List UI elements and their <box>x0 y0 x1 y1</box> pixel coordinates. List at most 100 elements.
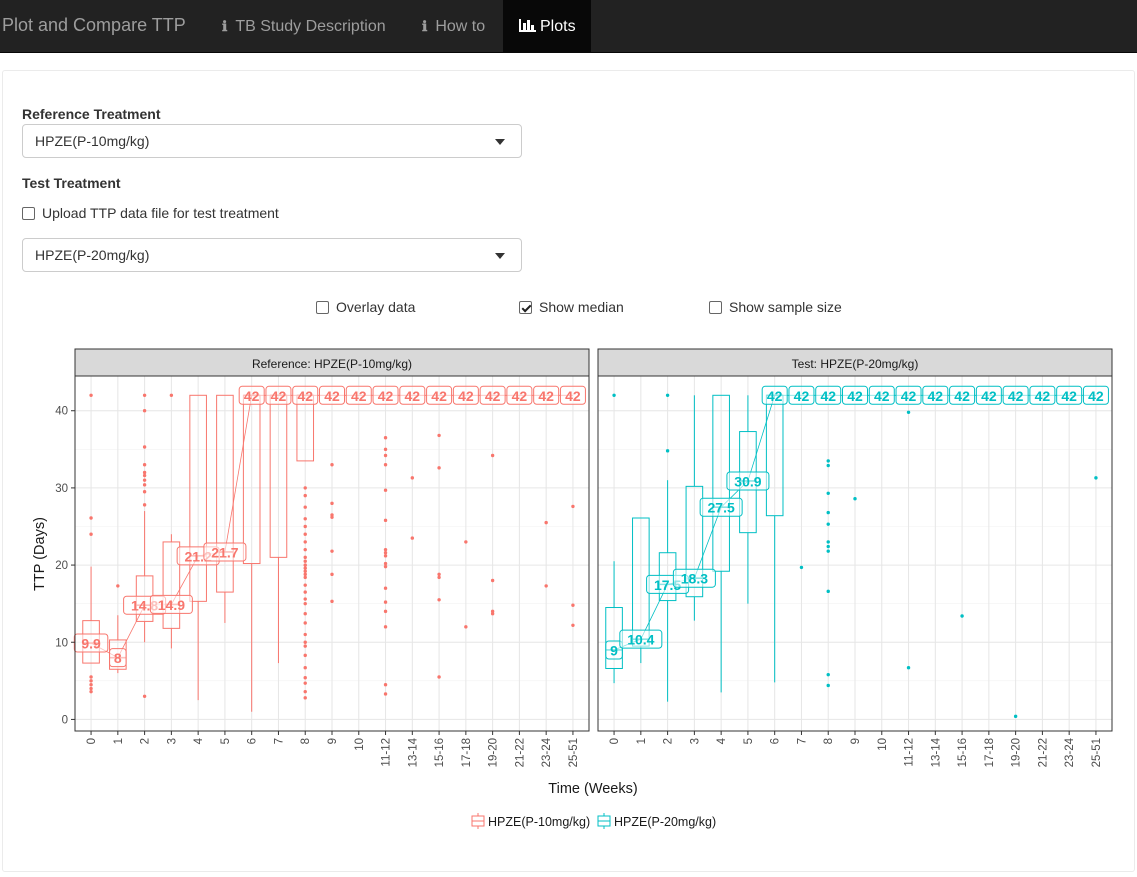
outlier-point <box>89 675 93 679</box>
outlier-point <box>410 476 415 480</box>
outlier-point <box>89 682 93 687</box>
show-sample-size-checkbox[interactable]: Show sample size <box>709 299 842 315</box>
x-tick-label: 23-24 <box>541 737 553 767</box>
x-tick-label: 17-18 <box>461 738 473 767</box>
median-label: 14.9 <box>158 597 185 613</box>
median-label-box <box>506 385 533 405</box>
outlier-point <box>383 488 388 492</box>
median-label-box <box>605 640 623 660</box>
x-tick-label: 1 <box>113 738 125 744</box>
x-tick-label: 6 <box>247 738 259 744</box>
x-tick-label: 11-12 <box>904 738 916 767</box>
outlier-point <box>303 676 307 680</box>
chevron-down-icon <box>495 139 505 145</box>
outlier-point <box>383 609 388 614</box>
outlier-point <box>303 632 307 637</box>
median-label-box <box>922 385 949 405</box>
outlier-point <box>383 625 388 629</box>
box-body <box>685 485 704 598</box>
outlier-point <box>490 453 495 458</box>
outlier-point <box>330 549 334 553</box>
outlier-point <box>142 463 147 467</box>
x-tick-label: 2 <box>663 738 675 744</box>
box-body <box>296 394 315 462</box>
y-tick-label: 20 <box>55 560 68 572</box>
outlier-point <box>89 516 93 520</box>
median-label-box <box>238 385 265 405</box>
outlier-point <box>142 483 147 487</box>
x-tick-label: 25-51 <box>1091 738 1103 767</box>
outlier-point <box>437 575 441 580</box>
x-tick-label: 6 <box>770 738 782 744</box>
test-treatment-select[interactable]: HPZE(P-20mg/kg) <box>22 238 522 272</box>
x-tick-label: 25-51 <box>568 738 580 767</box>
outlier-point <box>116 584 120 588</box>
outlier-point <box>303 640 307 644</box>
checkbox-box[interactable] <box>519 301 532 314</box>
outlier-point <box>383 692 388 696</box>
show-sample-size-label: Show sample size <box>729 299 842 315</box>
outlier-point <box>826 491 830 496</box>
legend-label: HPZE(P-10mg/kg) <box>488 815 590 829</box>
reference-treatment-select[interactable]: HPZE(P-10mg/kg) <box>22 124 522 158</box>
checkbox-box[interactable] <box>22 207 35 220</box>
tab-label: TB Study Description <box>235 18 386 35</box>
outlier-point <box>330 463 334 467</box>
outlier-point <box>826 459 830 463</box>
median-label-box <box>842 385 868 405</box>
outlier-point <box>571 623 575 627</box>
outlier-point <box>303 517 307 521</box>
outlier-point <box>89 532 93 536</box>
outlier-point <box>826 510 830 515</box>
x-tick-label: 7 <box>796 738 808 744</box>
checkbox-box[interactable] <box>709 301 722 314</box>
main-panel <box>2 70 1135 872</box>
x-tick-label: 9 <box>327 738 339 744</box>
box-body <box>216 394 234 593</box>
median-label: 42 <box>928 388 944 404</box>
x-tick-label: 23-24 <box>1064 737 1076 767</box>
median-label: 42 <box>244 388 260 404</box>
outlier-point <box>303 566 307 570</box>
median-label-box <box>399 385 426 405</box>
outlier-point <box>142 393 147 397</box>
chevron-down-icon <box>495 253 505 259</box>
x-tick-label: 21-22 <box>514 738 526 767</box>
app-title[interactable]: Plot and Compare TTP <box>2 15 186 35</box>
outlier-point <box>826 544 830 549</box>
outlier-point <box>383 547 388 552</box>
median-label-box <box>73 633 109 653</box>
outlier-point <box>1094 476 1098 480</box>
upload-test-checkbox[interactable]: Upload TTP data file for test treatment <box>22 205 279 221</box>
median-label-box <box>109 648 127 668</box>
median-label: 42 <box>324 388 340 404</box>
tab-plots[interactable]: Plots <box>503 0 591 53</box>
median-label-box <box>292 385 319 405</box>
outlier-point <box>826 522 830 526</box>
overlay-data-checkbox[interactable]: Overlay data <box>316 299 415 315</box>
show-median-checkbox[interactable]: Show median <box>519 299 624 315</box>
x-tick-label: 4 <box>716 737 728 744</box>
x-tick-label: 5 <box>220 738 232 744</box>
x-tick-label: 1 <box>636 738 648 744</box>
outlier-point <box>1013 714 1018 719</box>
box-body <box>162 541 181 629</box>
y-tick-label: 10 <box>55 637 68 649</box>
tab-tb-study-description[interactable]: ℹ TB Study Description <box>206 0 402 53</box>
median-label: 42 <box>981 388 997 404</box>
outlier-point <box>612 393 616 397</box>
x-tick-label: 10 <box>877 738 889 751</box>
median-label-box <box>1082 385 1109 405</box>
median-label: 10.4 <box>627 632 654 648</box>
tab-how-to[interactable]: ℹ How to <box>406 0 501 53</box>
upload-test-label: Upload TTP data file for test treatment <box>42 205 279 221</box>
outlier-point <box>383 682 388 687</box>
median-label-box <box>815 385 842 405</box>
checkbox-box[interactable] <box>316 301 329 314</box>
outlier-point <box>142 478 147 482</box>
x-tick-label: 21-22 <box>1037 738 1049 767</box>
x-tick-label: 15-16 <box>957 738 969 767</box>
outlier-point <box>330 572 334 577</box>
outlier-point <box>303 540 307 544</box>
outlier-point <box>303 505 307 509</box>
